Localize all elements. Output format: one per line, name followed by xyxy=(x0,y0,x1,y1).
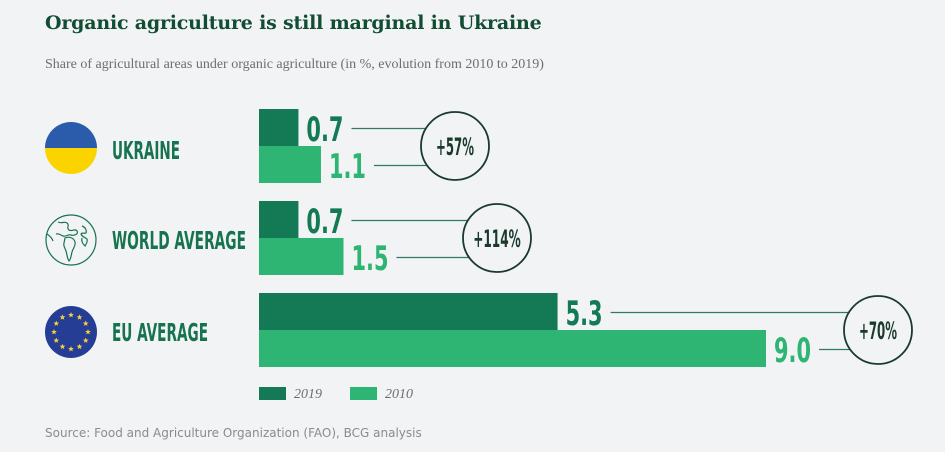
growth-circle xyxy=(462,203,532,273)
bar-2019 xyxy=(259,201,299,238)
star-icon xyxy=(53,320,60,326)
legend-label-2019: 2019 xyxy=(294,387,322,402)
star-icon xyxy=(76,314,83,320)
bar-2010 xyxy=(259,330,766,367)
bar-2019 xyxy=(259,293,558,330)
growth-circle xyxy=(843,295,913,365)
growth-circle xyxy=(420,111,490,181)
star-icon xyxy=(68,346,74,352)
legend-swatch-2010 xyxy=(350,387,377,400)
value-label-2019: 0.7 xyxy=(306,110,343,150)
star-icon xyxy=(59,314,66,320)
source-note: Source: Food and Agriculture Organizatio… xyxy=(45,426,422,440)
star-icon xyxy=(82,320,89,326)
bar-2010 xyxy=(259,146,321,183)
legend-label-2010: 2010 xyxy=(385,387,413,402)
star-icon xyxy=(51,329,57,335)
bar-2010 xyxy=(259,238,344,275)
value-label-2010: 1.5 xyxy=(352,239,389,279)
growth-label: +114% xyxy=(473,225,521,253)
eu-flag-icon xyxy=(45,306,97,358)
value-label-2010: 9.0 xyxy=(774,331,811,371)
star-icon xyxy=(59,343,66,350)
category-label: UKRAINE xyxy=(112,136,180,165)
chart-title: Organic agriculture is still marginal in… xyxy=(45,12,542,34)
star-icon xyxy=(53,337,60,343)
value-label-2010: 1.1 xyxy=(329,147,366,187)
growth-label: +57% xyxy=(436,133,474,161)
star-icon xyxy=(85,329,91,335)
ukraine-flag-icon xyxy=(45,122,97,174)
category-label: EU AVERAGE xyxy=(112,318,208,347)
globe-icon xyxy=(45,214,97,266)
category-label: WORLD AVERAGE xyxy=(112,226,246,255)
star-icon xyxy=(76,343,83,350)
bar-2019 xyxy=(259,109,299,146)
value-label-2019: 5.3 xyxy=(566,294,603,334)
chart-subtitle: Share of agricultural areas under organi… xyxy=(45,57,544,72)
legend-swatch-2019 xyxy=(259,387,286,400)
growth-label: +70% xyxy=(859,317,897,345)
value-label-2019: 0.7 xyxy=(306,202,343,242)
star-icon xyxy=(68,312,74,318)
star-icon xyxy=(82,337,89,343)
